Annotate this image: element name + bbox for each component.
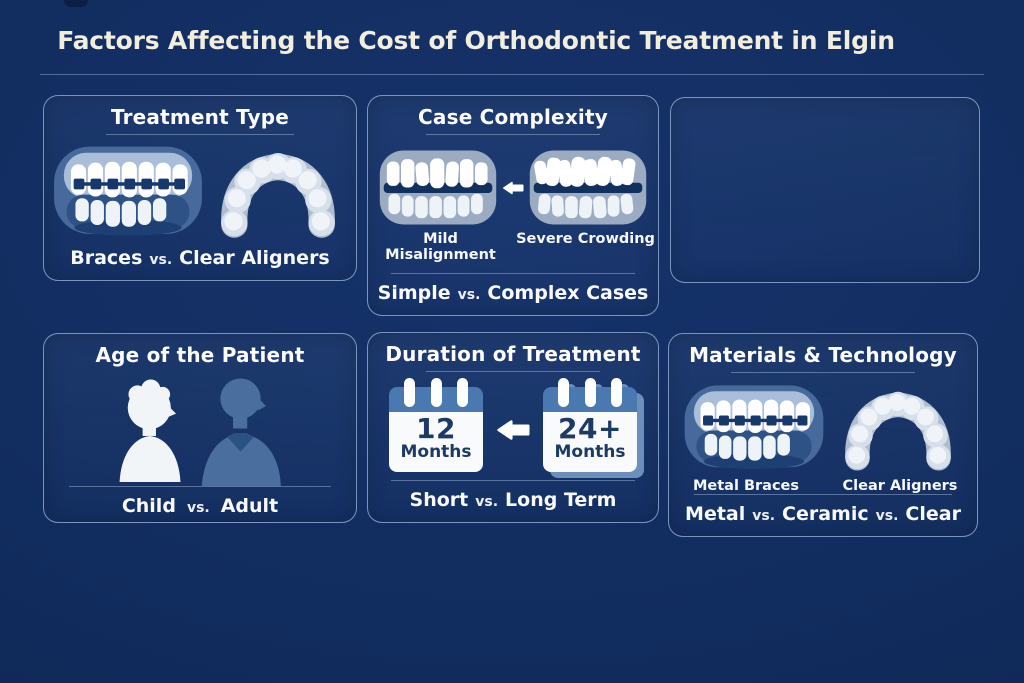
- calendar-header: [389, 378, 483, 412]
- panel-caption: Metal vs. Ceramic vs. Clear: [685, 503, 961, 525]
- mild-misalignment-teeth-icon: [379, 150, 497, 225]
- illustration-row: 12 Months 24+ Months: [368, 378, 658, 472]
- panel-heading: Age of the Patient: [95, 343, 305, 367]
- title-underline: [40, 74, 984, 75]
- calendar-number: 12: [416, 412, 456, 445]
- label-severe-crowding: Severe Crowding: [516, 231, 655, 247]
- metal-braces-icon: [684, 385, 824, 469]
- calendar-body: 24+ Months: [543, 412, 637, 472]
- caption-text: Adult: [220, 495, 279, 517]
- heading-underline: [426, 134, 600, 135]
- left-arrow-icon: [503, 181, 524, 194]
- vs-text: vs.: [186, 500, 210, 516]
- calendar-12-months-icon: 12 Months: [389, 378, 483, 472]
- caption-text: Ceramic: [782, 503, 869, 525]
- illustration-row: [669, 382, 977, 474]
- vs-text: vs.: [475, 494, 499, 510]
- vs-text: vs.: [149, 252, 173, 268]
- illustration-row: [44, 374, 356, 486]
- calendar-ring: [430, 378, 442, 407]
- calendar-unit: Months: [400, 442, 472, 462]
- panel-footer: Child vs. Adult: [44, 486, 356, 528]
- label-clear-aligners: Clear Aligners: [842, 478, 958, 494]
- calendar-number: 24+: [558, 412, 622, 445]
- illustration-row: [368, 148, 658, 227]
- top-edge-smudge: [64, 0, 88, 7]
- illustration-row: [44, 143, 356, 241]
- panel-caption: Child vs. Adult: [122, 495, 278, 517]
- clear-aligner-icon: [221, 152, 335, 238]
- calendar-unit: Months: [554, 442, 626, 462]
- calendar-24-months-icon: 24+ Months: [543, 378, 637, 472]
- calendar-ring: [610, 378, 622, 407]
- clear-aligner-icon: [845, 391, 951, 471]
- illustration-labels: Mild Misalignment Severe Crowding: [368, 231, 658, 263]
- vs-text: vs.: [752, 508, 776, 524]
- calendar-body: 12 Months: [389, 412, 483, 472]
- caption-text: Clear: [905, 503, 961, 525]
- caption-text: Metal: [685, 503, 746, 525]
- panel-caption: Braces vs. Clear Aligners: [70, 247, 330, 269]
- calendar-ring: [456, 378, 468, 407]
- caption-text: Short: [409, 489, 469, 511]
- panel-footer: Braces vs. Clear Aligners: [44, 247, 356, 280]
- panel-heading: Duration of Treatment: [385, 342, 641, 366]
- label-mild-misalignment: Mild Misalignment: [385, 231, 496, 263]
- calendar-ring: [404, 378, 416, 407]
- panel-heading: Treatment Type: [110, 105, 290, 129]
- left-arrow-icon: [497, 419, 530, 440]
- caption-text: Braces: [70, 247, 143, 269]
- calendar-header: [543, 378, 637, 412]
- panel-case-complexity: Case Complexity: [367, 95, 659, 316]
- metal-braces-icon: [54, 146, 202, 236]
- panel-footer: Short vs. Long Term: [368, 480, 658, 522]
- vs-text: vs.: [457, 287, 481, 303]
- panel-heading: Case Complexity: [418, 105, 608, 129]
- panel-empty: [670, 97, 980, 283]
- caption-divider: [391, 273, 635, 274]
- panel-caption: Short vs. Long Term: [410, 489, 617, 511]
- adult-silhouette-icon: [201, 378, 281, 486]
- panel-heading: Materials & Technology: [689, 343, 957, 367]
- panel-caption: Simple vs. Complex Cases: [378, 282, 649, 304]
- panel-age-of-patient: Age of the Patient: [43, 333, 357, 523]
- illustration-labels: Metal Braces Clear Aligners: [669, 478, 977, 494]
- caption-divider: [693, 494, 953, 495]
- caption-divider: [68, 486, 332, 487]
- label-metal-braces: Metal Braces: [692, 478, 800, 494]
- heading-underline: [426, 371, 600, 372]
- panel-footer: Metal vs. Ceramic vs. Clear: [669, 494, 977, 536]
- panel-treatment-type: Treatment Type: [43, 95, 357, 281]
- panel-footer: Simple vs. Complex Cases: [368, 273, 658, 315]
- panel-materials-technology: Materials & Technology: [668, 333, 978, 537]
- calendar-ring: [584, 378, 596, 407]
- child-silhouette-icon: [119, 379, 181, 482]
- caption-text: Simple: [377, 282, 451, 304]
- page-title: Factors Affecting the Cost of Orthodonti…: [57, 26, 895, 55]
- caption-text: Child: [121, 495, 176, 517]
- caption-divider: [391, 480, 635, 481]
- heading-underline: [730, 372, 916, 373]
- calendar-ring: [558, 378, 570, 407]
- caption-text: Complex Cases: [487, 282, 649, 304]
- heading-underline: [106, 134, 294, 135]
- severe-crowding-teeth-icon: [529, 150, 647, 225]
- caption-text: Long Term: [505, 489, 617, 511]
- panel-duration-of-treatment: Duration of Treatment 12 Months: [367, 332, 659, 523]
- vs-text: vs.: [875, 508, 899, 524]
- caption-text: Clear Aligners: [179, 247, 330, 269]
